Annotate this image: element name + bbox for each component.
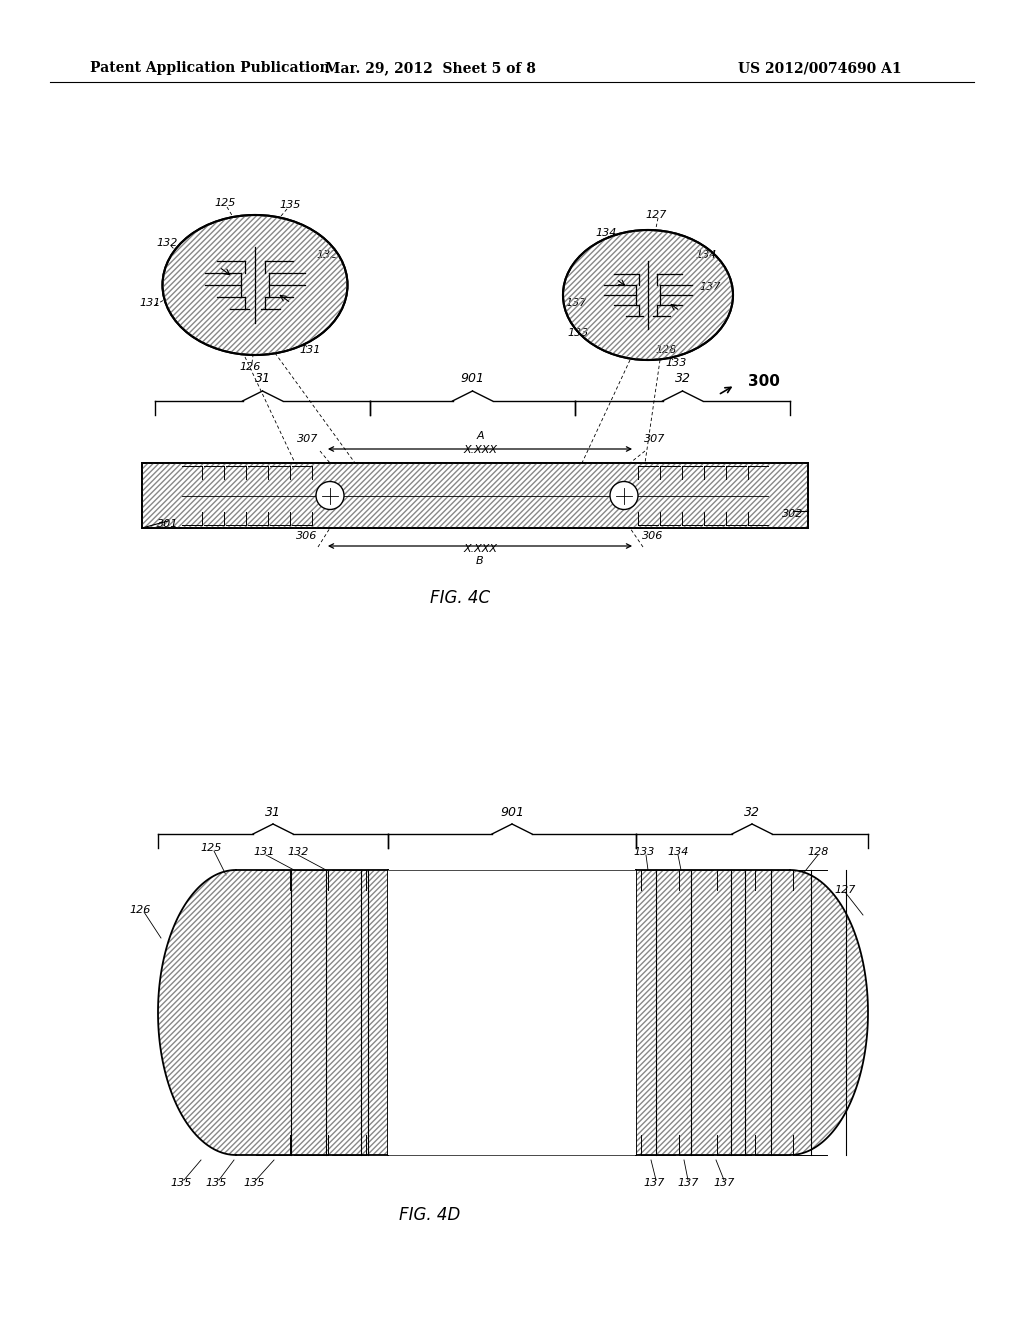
Polygon shape [158, 870, 236, 1155]
Text: B: B [476, 556, 483, 566]
Text: 126: 126 [240, 362, 261, 372]
Text: 133: 133 [633, 847, 654, 857]
Text: US 2012/0074690 A1: US 2012/0074690 A1 [738, 61, 902, 75]
Text: Patent Application Publication: Patent Application Publication [90, 61, 330, 75]
Bar [142, 463, 808, 528]
Bar [236, 870, 388, 1155]
Text: 135: 135 [170, 1177, 191, 1188]
Polygon shape [790, 870, 868, 1155]
Text: 137: 137 [699, 282, 721, 292]
Text: 32: 32 [675, 372, 690, 385]
Text: 135: 135 [280, 201, 301, 210]
Text: A: A [476, 432, 483, 441]
Ellipse shape [563, 230, 733, 360]
Text: 32: 32 [744, 805, 760, 818]
Text: 134: 134 [668, 847, 689, 857]
Text: 133: 133 [666, 358, 687, 368]
Bar [636, 870, 790, 1155]
Ellipse shape [163, 215, 347, 355]
Text: 135: 135 [206, 1177, 226, 1188]
Text: 137: 137 [677, 1177, 698, 1188]
Text: 901: 901 [500, 805, 524, 818]
Text: 126: 126 [129, 906, 151, 915]
Text: FIG. 4D: FIG. 4D [399, 1206, 461, 1224]
Text: FIG. 4C: FIG. 4C [430, 589, 490, 607]
Text: 31: 31 [255, 372, 270, 385]
Text: 137: 137 [714, 1177, 734, 1188]
Text: Mar. 29, 2012  Sheet 5 of 8: Mar. 29, 2012 Sheet 5 of 8 [325, 61, 536, 75]
Text: 131: 131 [299, 345, 321, 355]
Text: 132: 132 [316, 249, 338, 260]
Text: 128: 128 [655, 345, 677, 355]
Text: 127: 127 [645, 210, 667, 220]
Text: 132: 132 [157, 238, 178, 248]
Text: 128: 128 [807, 847, 828, 857]
Text: 131: 131 [253, 847, 274, 857]
Circle shape [316, 482, 344, 510]
Text: 302: 302 [782, 510, 804, 519]
Text: 127: 127 [835, 884, 856, 895]
Text: 125: 125 [201, 843, 221, 853]
Text: 137: 137 [565, 298, 587, 308]
Text: 300: 300 [748, 374, 780, 388]
Text: 301: 301 [158, 519, 178, 529]
Bar [636, 870, 790, 1155]
Text: 132: 132 [288, 847, 308, 857]
Bar [142, 463, 808, 528]
Text: 133: 133 [567, 327, 589, 338]
Text: 31: 31 [265, 805, 281, 818]
Text: 135: 135 [244, 1177, 264, 1188]
Text: 306: 306 [296, 531, 317, 541]
Text: 901: 901 [461, 372, 484, 385]
Bar [388, 870, 636, 1155]
Text: X.XXX: X.XXX [463, 445, 497, 455]
Text: X.XXX: X.XXX [463, 544, 497, 554]
Text: 307: 307 [644, 434, 666, 444]
Bar [236, 870, 388, 1155]
Text: 307: 307 [297, 434, 318, 444]
Text: 137: 137 [643, 1177, 665, 1188]
Bar [142, 463, 808, 528]
Text: 131: 131 [139, 298, 161, 308]
Text: 134: 134 [595, 228, 616, 238]
Text: 134: 134 [695, 249, 717, 260]
Text: 306: 306 [642, 531, 664, 541]
Text: 125: 125 [214, 198, 236, 209]
Circle shape [610, 482, 638, 510]
